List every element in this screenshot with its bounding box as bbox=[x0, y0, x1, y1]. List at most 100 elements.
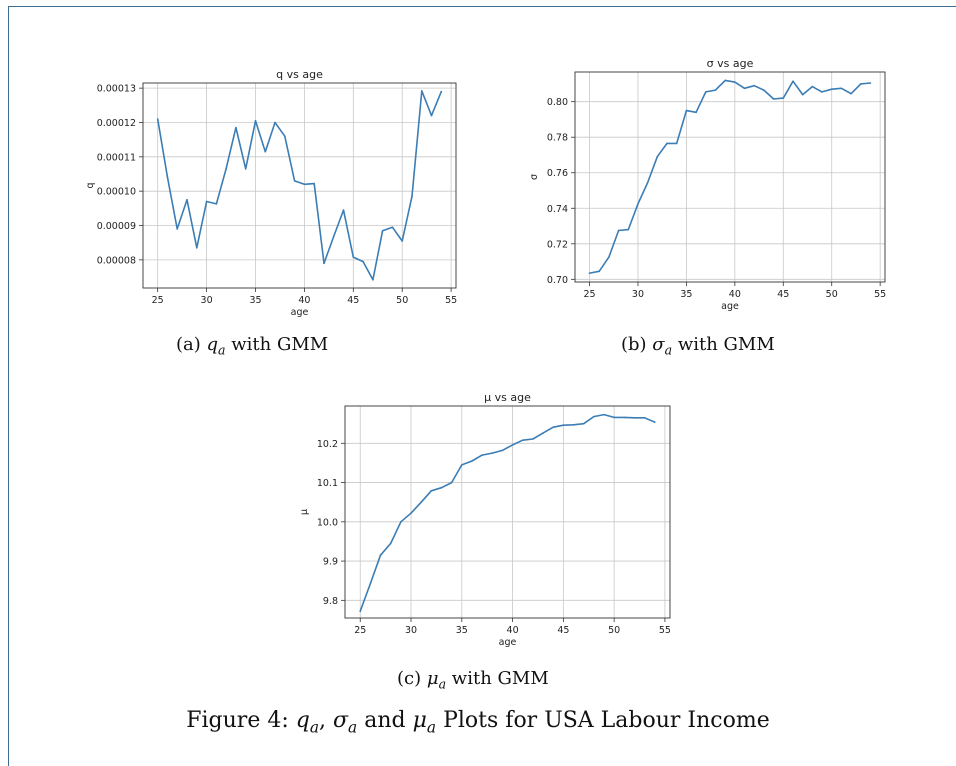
data-point bbox=[362, 261, 364, 263]
data-point bbox=[603, 414, 605, 416]
x-tick-label: 50 bbox=[608, 625, 620, 636]
data-point bbox=[451, 482, 453, 484]
y-axis-label: μ bbox=[299, 509, 310, 515]
chart-title: q vs age bbox=[276, 68, 323, 81]
data-point bbox=[812, 86, 814, 88]
data-point bbox=[255, 120, 257, 122]
x-tick-label: 50 bbox=[396, 295, 408, 306]
data-point bbox=[392, 226, 394, 228]
y-tick-label: 9.9 bbox=[323, 557, 338, 568]
x-axis-label: age bbox=[721, 301, 739, 312]
y-tick-label: 0.00009 bbox=[97, 221, 136, 232]
data-point bbox=[637, 203, 639, 205]
data-point bbox=[410, 512, 412, 514]
data-point bbox=[294, 180, 296, 182]
data-point bbox=[196, 247, 198, 249]
data-point bbox=[802, 94, 804, 96]
caption-c: (c) μa with GMM bbox=[397, 668, 549, 692]
y-axis-label: σ bbox=[529, 174, 540, 180]
data-point bbox=[323, 262, 325, 264]
y-tick-label: 0.76 bbox=[547, 168, 568, 179]
x-tick-label: 55 bbox=[659, 625, 671, 636]
y-tick-label: 0.00010 bbox=[97, 187, 136, 198]
data-point bbox=[705, 91, 707, 93]
data-point bbox=[654, 421, 656, 423]
data-point bbox=[773, 98, 775, 100]
data-point bbox=[352, 256, 354, 258]
data-point bbox=[441, 91, 443, 93]
y-tick-label: 10.0 bbox=[317, 517, 338, 528]
data-point bbox=[245, 168, 247, 170]
data-point bbox=[598, 271, 600, 273]
data-point bbox=[491, 452, 493, 454]
data-point bbox=[552, 426, 554, 428]
chart-sigma-vs-age: σ vs age 25 30 35 40 45 50 55 0.70 0.72 0.74 0.76 0.… bbox=[500, 54, 900, 324]
data-point bbox=[284, 135, 286, 137]
data-point bbox=[870, 82, 872, 84]
x-tick-label: 25 bbox=[152, 295, 164, 306]
chart-mu-vs-age: μ vs age25 30 35 40 45 50 559.89.910.010.110.2… bbox=[290, 388, 690, 658]
x-tick-label: 40 bbox=[507, 625, 519, 636]
data-point bbox=[206, 201, 208, 203]
chart-title: σ vs age bbox=[707, 57, 754, 70]
data-point bbox=[216, 203, 218, 205]
data-point bbox=[831, 88, 833, 90]
data-point bbox=[715, 89, 717, 91]
plot-area-frame bbox=[143, 83, 456, 288]
y-tick-label: 0.00013 bbox=[97, 84, 136, 95]
data-point bbox=[420, 501, 422, 503]
data-point bbox=[313, 183, 315, 185]
x-tick-label: 45 bbox=[557, 625, 569, 636]
plot-area-frame bbox=[345, 406, 670, 618]
data-point bbox=[461, 464, 463, 466]
y-tick-label: 0.00008 bbox=[97, 255, 136, 266]
x-tick-label: 40 bbox=[298, 295, 310, 306]
data-point bbox=[176, 228, 178, 230]
y-axis-label: q bbox=[85, 182, 96, 188]
caption-b: (b) σa with GMM bbox=[621, 334, 775, 358]
data-point bbox=[589, 272, 591, 274]
y-tick-label: 0.74 bbox=[547, 204, 568, 215]
x-tick-label: 25 bbox=[583, 289, 595, 300]
x-tick-label: 40 bbox=[729, 289, 741, 300]
x-tick-label: 35 bbox=[456, 625, 468, 636]
data-point bbox=[734, 81, 736, 83]
data-point bbox=[657, 156, 659, 158]
caption-a: (a) qa with GMM bbox=[176, 334, 328, 358]
data-point bbox=[390, 543, 392, 545]
data-point bbox=[225, 168, 227, 170]
data-point bbox=[481, 454, 483, 456]
data-point bbox=[380, 554, 382, 556]
series-line bbox=[360, 415, 655, 612]
chart-q-vs-age: q vs age 25 30 35 40 45 50 55 0.00008 0.00009 0.00… bbox=[90, 66, 470, 326]
data-point bbox=[686, 110, 688, 112]
data-point bbox=[532, 438, 534, 440]
data-point bbox=[608, 256, 610, 258]
data-point bbox=[623, 417, 625, 419]
y-tick-label: 9.8 bbox=[323, 596, 338, 607]
data-point bbox=[186, 199, 188, 201]
data-point bbox=[372, 279, 374, 281]
data-point bbox=[841, 88, 843, 90]
data-point bbox=[411, 196, 413, 198]
y-tick-label: 0.00011 bbox=[97, 152, 136, 163]
y-tick-label: 0.80 bbox=[547, 97, 568, 108]
data-point bbox=[370, 583, 372, 585]
data-point bbox=[264, 151, 266, 153]
plot-area-frame bbox=[575, 72, 885, 282]
data-point bbox=[441, 487, 443, 489]
data-point bbox=[512, 444, 514, 446]
data-point bbox=[274, 122, 276, 124]
data-point bbox=[421, 90, 423, 92]
data-point bbox=[724, 80, 726, 82]
x-tick-label: 45 bbox=[347, 295, 359, 306]
x-tick-label: 55 bbox=[874, 289, 886, 300]
data-point bbox=[235, 127, 237, 129]
data-point bbox=[618, 230, 620, 232]
data-point bbox=[593, 416, 595, 418]
y-tick-label: 10.2 bbox=[317, 439, 338, 450]
y-tick-label: 0.72 bbox=[547, 239, 568, 250]
data-point bbox=[666, 143, 668, 145]
data-point bbox=[676, 143, 678, 145]
y-tick-label: 0.78 bbox=[547, 133, 568, 144]
